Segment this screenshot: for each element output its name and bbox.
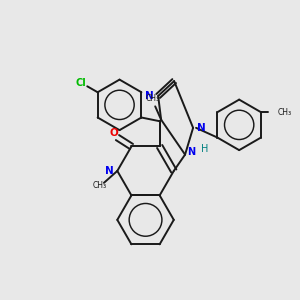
Text: N: N: [105, 166, 114, 176]
Text: CH₃: CH₃: [145, 94, 159, 103]
Text: H: H: [201, 144, 209, 154]
Text: N: N: [188, 147, 196, 157]
Text: CH₃: CH₃: [278, 108, 292, 117]
Text: N: N: [197, 123, 206, 133]
Text: CH₃: CH₃: [92, 181, 106, 190]
Text: N: N: [145, 91, 154, 101]
Text: Cl: Cl: [76, 78, 87, 88]
Text: O: O: [109, 128, 118, 138]
